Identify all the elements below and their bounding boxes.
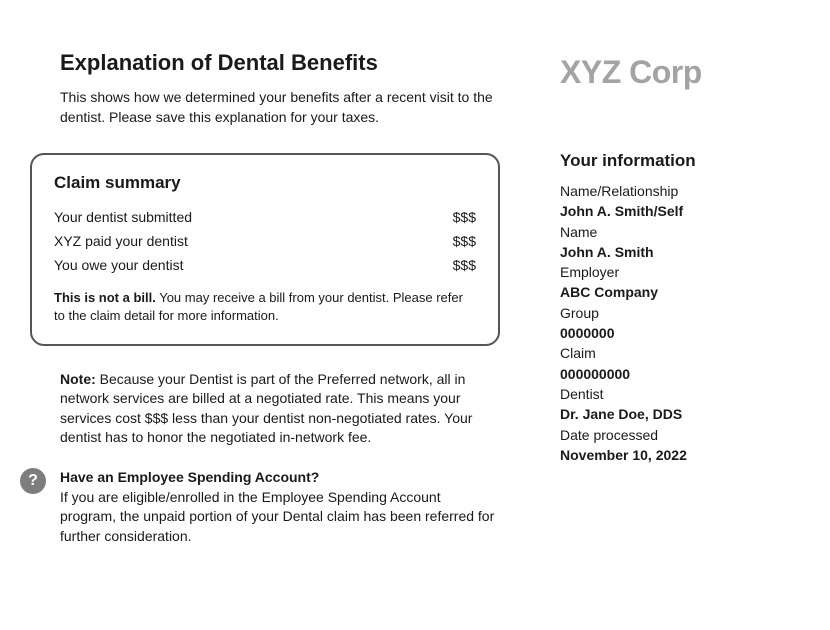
intro-text: This shows how we determined your benefi… [60,88,500,127]
claim-row-value: $$$ [453,233,476,249]
info-value: 000000000 [560,364,770,384]
your-info-title: Your information [560,151,770,171]
not-a-bill-note: This is not a bill. You may receive a bi… [54,289,476,325]
claim-row: XYZ paid your dentist $$$ [54,229,476,253]
your-info-list: Name/Relationship John A. Smith/Self Nam… [560,181,770,465]
claim-summary-title: Claim summary [54,173,476,193]
info-value: 0000000 [560,323,770,343]
info-label: Dentist [560,384,770,404]
info-label: Group [560,303,770,323]
claim-row-value: $$$ [453,257,476,273]
network-note: Note: Because your Dentist is part of th… [60,370,500,448]
note-text: Because your Dentist is part of the Pref… [60,371,472,446]
page-title: Explanation of Dental Benefits [60,50,500,76]
corp-logo-text: XYZ Corp [560,54,770,91]
info-value: ABC Company [560,282,770,302]
info-value: John A. Smith/Self [560,201,770,221]
question-icon: ? [20,468,46,494]
right-column: XYZ Corp Your information Name/Relations… [560,50,770,546]
info-label: Name/Relationship [560,181,770,201]
info-label: Name [560,222,770,242]
esa-title: Have an Employee Spending Account? [60,468,500,488]
info-value: John A. Smith [560,242,770,262]
esa-body: If you are eligible/enrolled in the Empl… [60,488,500,547]
claim-row-label: Your dentist submitted [54,209,192,225]
esa-block: ? Have an Employee Spending Account? If … [60,468,500,546]
claim-summary-box: Claim summary Your dentist submitted $$$… [30,153,500,345]
info-value: Dr. Jane Doe, DDS [560,404,770,424]
info-label: Claim [560,343,770,363]
claim-row-label: You owe your dentist [54,257,183,273]
claim-row: Your dentist submitted $$$ [54,205,476,229]
not-a-bill-bold: This is not a bill. [54,290,156,305]
claim-row: You owe your dentist $$$ [54,253,476,277]
claim-row-label: XYZ paid your dentist [54,233,188,249]
info-label: Employer [560,262,770,282]
claim-row-value: $$$ [453,209,476,225]
note-bold: Note: [60,371,96,387]
info-label: Date processed [560,425,770,445]
left-column: Explanation of Dental Benefits This show… [60,50,500,546]
info-value: November 10, 2022 [560,445,770,465]
